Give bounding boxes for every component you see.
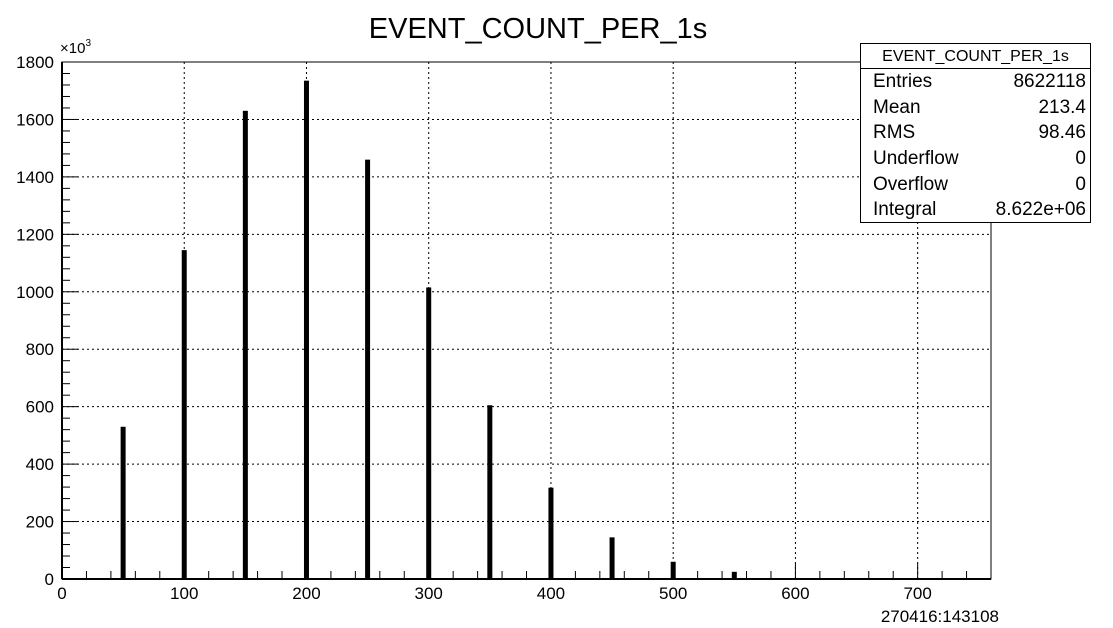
histogram-bar bbox=[181, 250, 187, 579]
histogram-bar bbox=[426, 287, 432, 579]
stats-rows: Entries 8622118 Mean 213.4 RMS 98.46 Underflow… bbox=[861, 69, 1090, 223]
x-tick-label: 100 bbox=[170, 584, 198, 603]
y-tick-label: 1000 bbox=[16, 283, 54, 302]
histogram-bar bbox=[731, 571, 737, 579]
x-axis-tick-labels: 0 100 200 300 400 500 600 700 bbox=[57, 584, 932, 603]
stats-row-label: RMS bbox=[873, 122, 916, 144]
x-axis-label: 270416:143108 bbox=[881, 607, 999, 626]
y-tick-label: 1400 bbox=[16, 168, 54, 187]
stats-row: RMS 98.46 bbox=[861, 120, 1090, 146]
stats-row-value: 8.622e+06 bbox=[995, 199, 1086, 221]
y-axis-multiplier: ×103 bbox=[60, 38, 91, 57]
histogram-bar bbox=[548, 487, 554, 579]
stats-row: Integral 8.622e+06 bbox=[861, 197, 1090, 223]
stats-row: Entries 8622118 bbox=[861, 69, 1090, 95]
histogram-bar bbox=[609, 537, 615, 579]
y-tick-label: 400 bbox=[26, 455, 54, 474]
histogram-bar bbox=[242, 110, 248, 580]
y-tick-label: 800 bbox=[26, 340, 54, 359]
y-tick-label: 600 bbox=[26, 398, 54, 417]
stats-row-label: Integral bbox=[873, 199, 937, 221]
y-axis-tick-labels: 0 200 400 600 800 1000 1200 1400 1600 1800 bbox=[16, 53, 54, 589]
stats-row: Overflow 0 bbox=[861, 172, 1090, 198]
stats-row-value: 98.46 bbox=[1038, 122, 1086, 144]
y-tick-label: 1200 bbox=[16, 225, 54, 244]
y-tick-label: 1800 bbox=[16, 53, 54, 72]
stats-row: Underflow 0 bbox=[861, 146, 1090, 172]
y-tick-label: 0 bbox=[45, 570, 54, 589]
histogram-bar bbox=[120, 426, 126, 579]
stats-row-label: Mean bbox=[873, 96, 921, 118]
stats-row-label: Entries bbox=[873, 71, 933, 92]
stats-row-label: Underflow bbox=[873, 148, 959, 170]
stats-row-value: 0 bbox=[1075, 148, 1086, 170]
y-tick-label: 200 bbox=[26, 513, 54, 532]
grid-lines bbox=[61, 61, 992, 580]
x-tick-label: 0 bbox=[57, 584, 66, 603]
histogram-bar bbox=[303, 80, 309, 580]
stats-row: Mean 213.4 bbox=[861, 95, 1090, 121]
x-tick-label: 200 bbox=[292, 584, 320, 603]
x-tick-label: 300 bbox=[415, 584, 443, 603]
axes bbox=[61, 61, 992, 580]
plot-frame bbox=[61, 61, 992, 580]
x-tick-label: 400 bbox=[537, 584, 565, 603]
statistics-box: EVENT_COUNT_PER_1s Entries 8622118 Mean 213… bbox=[860, 43, 1091, 223]
stats-row-value: 0 bbox=[1075, 173, 1086, 195]
x-tick-label: 700 bbox=[903, 584, 931, 603]
histogram-bar bbox=[487, 405, 493, 579]
stats-box-title: EVENT_COUNT_PER_1s bbox=[861, 44, 1090, 69]
chart-title: EVENT_COUNT_PER_1s bbox=[369, 13, 707, 45]
histogram-bar bbox=[365, 159, 371, 579]
x-tick-label: 500 bbox=[659, 584, 687, 603]
stats-row-value: 8622118 bbox=[1013, 71, 1086, 92]
y-tick-label: 1600 bbox=[16, 110, 54, 129]
histogram-bars bbox=[120, 80, 737, 580]
x-tick-label: 600 bbox=[781, 584, 809, 603]
stats-row-value: 213.4 bbox=[1038, 96, 1086, 118]
stats-row-label: Overflow bbox=[873, 173, 948, 195]
